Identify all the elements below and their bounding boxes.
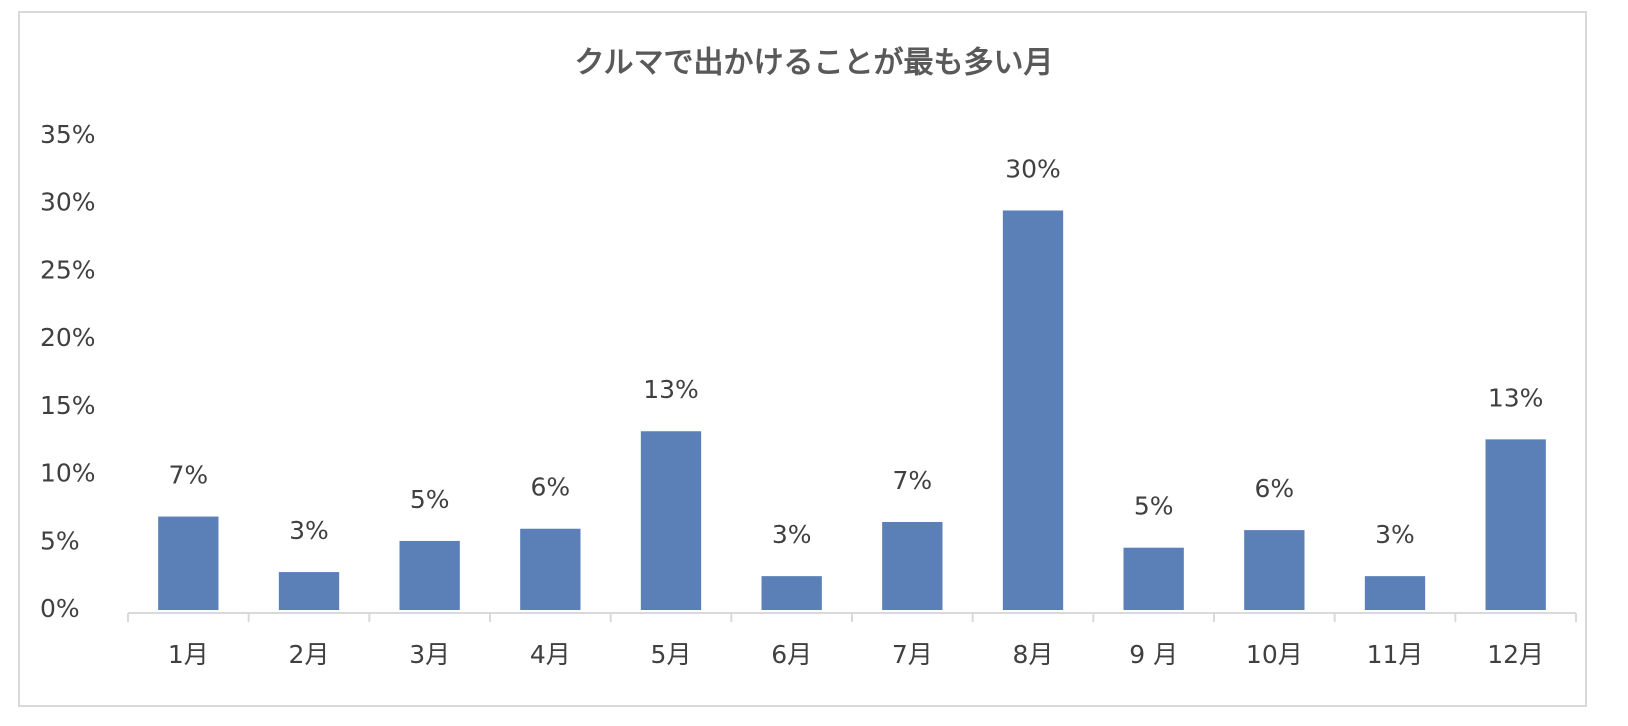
data-label: 3% [1375, 520, 1415, 549]
y-tick-label: 0% [40, 594, 80, 623]
data-label: 13% [643, 375, 699, 404]
y-tick-label: 20% [40, 323, 96, 352]
data-label: 30% [1005, 154, 1061, 183]
bar [761, 576, 822, 610]
data-label: 5% [410, 485, 450, 514]
y-tick-label: 30% [40, 188, 96, 217]
x-tick-label: 11月 [1367, 640, 1424, 669]
x-tick-label: 9 月 [1129, 640, 1178, 669]
x-tick-label: 3月 [409, 640, 450, 669]
bar [399, 540, 460, 610]
data-label: 7% [892, 466, 932, 495]
bar [1123, 547, 1184, 610]
x-tick-label: 12月 [1487, 640, 1544, 669]
bar [1485, 439, 1546, 610]
y-tick-label: 15% [40, 391, 96, 420]
chart-title: クルマで出かけることが最も多い月 [574, 46, 1053, 81]
x-tick-label: 10月 [1246, 640, 1303, 669]
x-tick-label: 7月 [892, 640, 933, 669]
x-tick-label: 6月 [771, 640, 812, 669]
y-tick-label: 25% [40, 255, 96, 284]
data-label: 5% [1134, 492, 1174, 521]
data-label: 6% [1254, 474, 1294, 503]
x-tick-label: 5月 [651, 640, 692, 669]
bar [520, 528, 581, 610]
bar [1002, 210, 1064, 610]
y-tick-label: 35% [40, 120, 96, 149]
x-tick-label: 8月 [1013, 640, 1054, 669]
bar [882, 521, 943, 610]
bar [640, 431, 702, 610]
x-tick-label: 4月 [530, 640, 571, 669]
y-tick-label: 10% [40, 459, 96, 488]
data-label: 3% [772, 520, 812, 549]
bar [1244, 530, 1305, 610]
data-label: 6% [530, 473, 570, 502]
data-label: 7% [168, 461, 208, 490]
x-tick-label: 2月 [289, 640, 330, 669]
bar [278, 572, 340, 610]
data-label: 13% [1488, 383, 1544, 412]
data-label: 3% [289, 516, 329, 545]
y-tick-label: 5% [40, 526, 80, 555]
x-tick-label: 1月 [168, 640, 209, 669]
bar [1364, 576, 1426, 610]
bar [158, 516, 219, 610]
